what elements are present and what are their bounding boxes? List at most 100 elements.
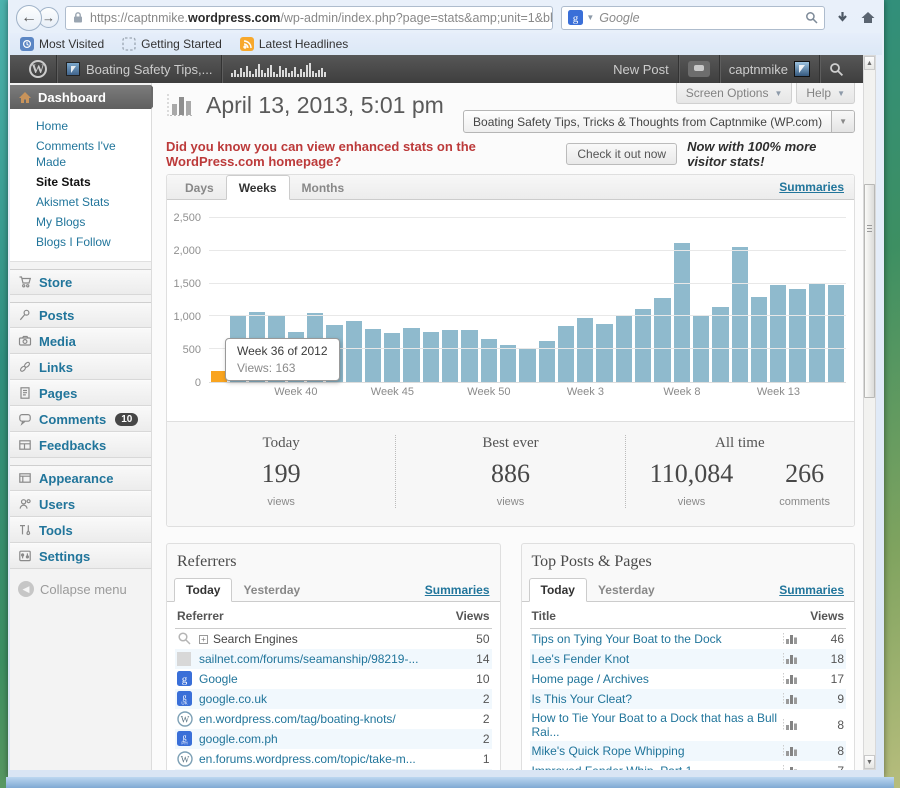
sidebar-item-pages[interactable]: Pages (10, 380, 151, 406)
sidebar-item-appearance[interactable]: Appearance (10, 465, 151, 491)
bar[interactable] (480, 338, 497, 382)
sidebar-item-akismet-stats[interactable]: Akismet Stats (36, 195, 110, 209)
site-menu[interactable]: Boating Safety Tips,... (57, 55, 221, 83)
adminbar-search-button[interactable] (820, 55, 853, 83)
referrers-tab-yesterday[interactable]: Yesterday (243, 583, 301, 597)
chart-tab-months[interactable]: Months (301, 181, 345, 195)
bar[interactable] (596, 324, 613, 382)
bar[interactable] (461, 329, 478, 382)
sidebar-item-home[interactable]: Home (36, 119, 69, 133)
bar[interactable] (519, 349, 536, 382)
search-engine-dropdown-icon[interactable]: ▼ (586, 13, 595, 22)
bar[interactable] (673, 242, 690, 382)
search-go-icon[interactable] (805, 11, 818, 24)
bar-highlighted[interactable] (210, 371, 227, 382)
post-stats-icon[interactable] (780, 740, 809, 761)
search-bar[interactable]: g ▼ Google (561, 5, 825, 30)
url-bar[interactable]: https://captnmike.wordpress.com/wp-admin… (65, 5, 554, 30)
bar[interactable] (403, 327, 420, 382)
bar[interactable] (828, 284, 845, 382)
referrer-link[interactable]: google.com.ph (199, 731, 278, 746)
bar[interactable] (654, 298, 671, 382)
bar[interactable] (635, 309, 652, 382)
wp-logo-menu[interactable]: W (20, 55, 56, 83)
expand-icon[interactable]: + (199, 634, 208, 644)
bar[interactable] (770, 284, 787, 382)
scroll-up-icon[interactable]: ▲ (864, 56, 875, 70)
forward-button[interactable]: → (38, 7, 59, 28)
sidebar-item-dashboard[interactable]: Dashboard (10, 85, 162, 109)
sidebar-item-tools[interactable]: Tools (10, 517, 151, 543)
referrer-link[interactable]: google.co.uk (199, 691, 268, 706)
back-button[interactable]: ← (16, 4, 42, 31)
sidebar-item-my-blogs[interactable]: My Blogs (36, 215, 86, 229)
chart-tab-days[interactable]: Days (185, 181, 214, 195)
bar[interactable] (422, 332, 440, 382)
bar[interactable] (364, 328, 382, 382)
bar[interactable] (692, 316, 710, 382)
post-title-link[interactable]: Improved Fender Whip–Part 1 (532, 764, 693, 771)
account-menu[interactable]: captnmike (720, 55, 819, 83)
post-stats-icon[interactable] (780, 688, 809, 709)
sidebar-item-comments[interactable]: Comments 10 (10, 406, 151, 432)
post-title-link[interactable]: Lee's Fender Knot (531, 651, 630, 666)
scrollbar-thumb[interactable] (864, 184, 875, 398)
post-stats-icon[interactable] (780, 629, 808, 649)
sidebar-item-comments-i-ve-made[interactable]: Comments I've Made (36, 139, 116, 169)
new-post-button[interactable]: New Post (613, 61, 669, 77)
post-title-link[interactable]: How to Tie Your Boat to a Dock that has … (531, 710, 777, 739)
referrer-link[interactable]: sailnet.com/forums/seamanship/98219-... (199, 651, 419, 666)
sidebar-item-feedbacks[interactable]: Feedbacks (10, 432, 151, 458)
sidebar-item-store[interactable]: Store (10, 269, 151, 295)
post-stats-icon[interactable] (780, 669, 808, 689)
sidebar-item-users[interactable]: Users (10, 491, 151, 517)
bar[interactable] (538, 340, 555, 382)
screen-options-button[interactable]: Screen Options ▼ (675, 83, 793, 104)
post-stats-icon[interactable] (780, 761, 808, 770)
sidebar-item-blogs-i-follow[interactable]: Blogs I Follow (36, 235, 111, 249)
sidebar-item-links[interactable]: Links (10, 354, 151, 380)
post-title-link[interactable]: Home page / Archives (531, 671, 649, 686)
bar[interactable] (789, 288, 806, 382)
blog-selector-dropdown[interactable]: Boating Safety Tips, Tricks & Thoughts f… (463, 110, 855, 133)
bar[interactable] (808, 283, 825, 382)
help-button[interactable]: Help ▼ (796, 83, 855, 104)
sidebar-item-posts[interactable]: Posts (10, 302, 151, 328)
adminbar-sparkline[interactable] (222, 55, 336, 83)
referrer-link[interactable]: Google (199, 671, 238, 686)
bookmark-latest-headlines[interactable]: Latest Headlines (239, 37, 348, 51)
post-stats-icon[interactable] (780, 709, 808, 741)
referrer-link[interactable]: en.forums.wordpress.com/topic/take-m... (199, 751, 416, 766)
comments-shortcut-button[interactable] (679, 55, 719, 83)
downloads-icon[interactable] (835, 10, 850, 25)
post-stats-icon[interactable] (780, 648, 809, 669)
top-posts-tab-yesterday[interactable]: Yesterday (597, 583, 655, 597)
referrers-summaries-link[interactable]: Summaries (424, 583, 490, 597)
sidebar-item-media[interactable]: Media (10, 328, 151, 354)
top-posts-summaries-link[interactable]: Summaries (779, 583, 844, 597)
bookmark-most-visited[interactable]: Most Visited (20, 37, 104, 51)
chart-tab-weeks[interactable]: Weeks (225, 175, 290, 200)
sidebar-item-site-stats[interactable]: Site Stats (36, 175, 91, 189)
bar[interactable] (442, 330, 459, 382)
bar[interactable] (750, 297, 768, 382)
chart-summaries-link[interactable]: Summaries (779, 180, 844, 194)
bar[interactable] (499, 344, 517, 382)
post-title-link[interactable]: Mike's Quick Rope Whipping (531, 743, 685, 758)
scroll-down-icon[interactable]: ▼ (864, 755, 875, 769)
referrer-link[interactable]: en.wordpress.com/tag/boating-knots/ (199, 711, 396, 726)
home-icon[interactable] (860, 10, 876, 25)
check-it-out-button[interactable]: Check it out now (566, 142, 678, 165)
bar[interactable] (557, 325, 575, 382)
post-title-link[interactable]: Tips on Tying Your Boat to the Dock (531, 631, 722, 646)
bar[interactable] (577, 318, 594, 382)
browser-scrollbar[interactable]: ▲ ▼ (863, 55, 876, 770)
top-posts-tab-today[interactable]: Today (528, 578, 587, 602)
collapse-menu-button[interactable]: ◀ Collapse menu (10, 581, 151, 597)
bar[interactable] (345, 321, 362, 382)
bar[interactable] (384, 333, 401, 382)
post-title-link[interactable]: Is This Your Cleat? (531, 691, 633, 706)
bookmark-getting-started[interactable]: Getting Started (122, 37, 222, 51)
referrers-tab-today[interactable]: Today (174, 578, 233, 602)
bar[interactable] (712, 306, 729, 382)
